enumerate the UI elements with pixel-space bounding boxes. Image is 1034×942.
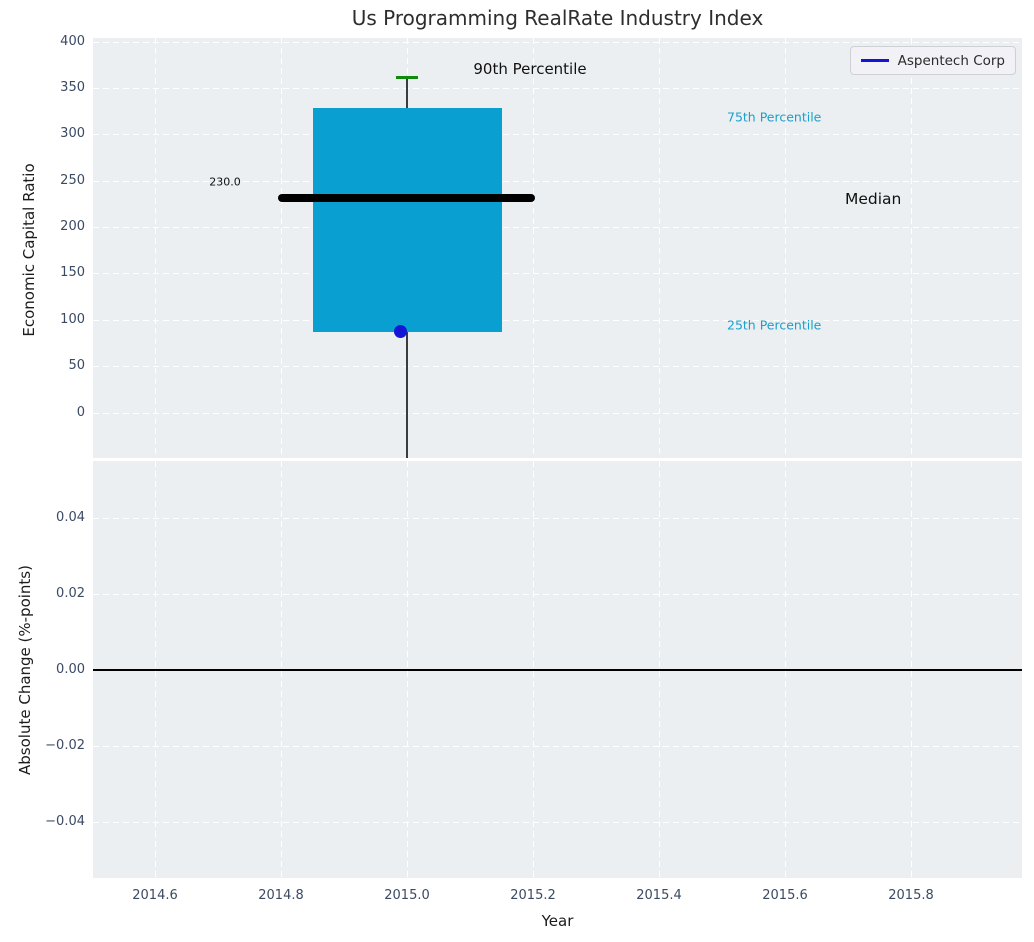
gridline-horizontal	[93, 273, 1022, 274]
annotation-median: Median	[845, 190, 902, 208]
top-plot: 90th Percentile 75th Percentile Median 2…	[93, 38, 1022, 458]
ytick-label: 0.02	[56, 586, 85, 601]
ytick-label: 150	[60, 265, 85, 280]
ytick-label: 0.00	[56, 662, 85, 677]
gridline-horizontal	[93, 42, 1022, 43]
ytick-label: 0	[76, 405, 85, 420]
gridline-vertical	[659, 38, 660, 458]
xtick-label: 2015.4	[636, 888, 682, 903]
xtick-label: 2015.6	[762, 888, 808, 903]
chart-title: Us Programming RealRate Industry Index	[351, 6, 764, 30]
annotation-90th-percentile: 90th Percentile	[473, 60, 587, 78]
legend-line-sample	[860, 59, 889, 62]
xtick-label: 2014.6	[132, 888, 178, 903]
gridline-horizontal	[93, 181, 1022, 182]
gridline-vertical	[281, 38, 282, 458]
ytick-label: −0.04	[45, 814, 85, 829]
gridline-horizontal	[93, 134, 1022, 135]
zero-reference-line	[93, 669, 1022, 671]
p90-cap	[396, 76, 418, 79]
median-line	[278, 194, 535, 202]
gridline-vertical	[785, 38, 786, 458]
legend-label: Aspentech Corp	[897, 52, 1005, 69]
ytick-label: 400	[60, 34, 85, 49]
xlabel: Year	[541, 912, 574, 930]
gridline-horizontal	[93, 518, 1022, 519]
ytick-label: 300	[60, 126, 85, 141]
gridline-horizontal	[93, 88, 1022, 89]
legend: Aspentech Corp	[849, 46, 1016, 75]
gridline-horizontal	[93, 594, 1022, 595]
gridline-horizontal	[93, 366, 1022, 367]
ytick-label: 100	[60, 312, 85, 327]
bottom-plot	[93, 461, 1022, 878]
ytick-label: 250	[60, 173, 85, 188]
xtick-label: 2015.0	[384, 888, 430, 903]
annotation-75th-percentile: 75th Percentile	[727, 109, 822, 125]
top-ylabel: Economic Capital Ratio	[20, 163, 38, 337]
company-marker	[394, 325, 407, 338]
ytick-label: 0.04	[56, 510, 85, 525]
gridline-vertical	[533, 38, 534, 458]
gridline-horizontal	[93, 746, 1022, 747]
gridline-horizontal	[93, 320, 1022, 321]
median-value-label: 230.0	[209, 175, 241, 189]
interquartile-box	[313, 108, 502, 332]
gridline-horizontal	[93, 227, 1022, 228]
ytick-label: −0.02	[45, 738, 85, 753]
ytick-label: 350	[60, 80, 85, 95]
xtick-label: 2015.2	[510, 888, 556, 903]
xtick-label: 2015.8	[888, 888, 934, 903]
annotation-25th-percentile: 25th Percentile	[727, 317, 822, 333]
bottom-ylabel: Absolute Change (%-points)	[16, 565, 34, 775]
xtick-label: 2014.8	[258, 888, 304, 903]
ytick-label: 50	[68, 358, 85, 373]
gridline-vertical	[911, 38, 912, 458]
ytick-label: 200	[60, 219, 85, 234]
gridline-horizontal	[93, 413, 1022, 414]
gridline-horizontal	[93, 822, 1022, 823]
gridline-vertical	[155, 38, 156, 458]
